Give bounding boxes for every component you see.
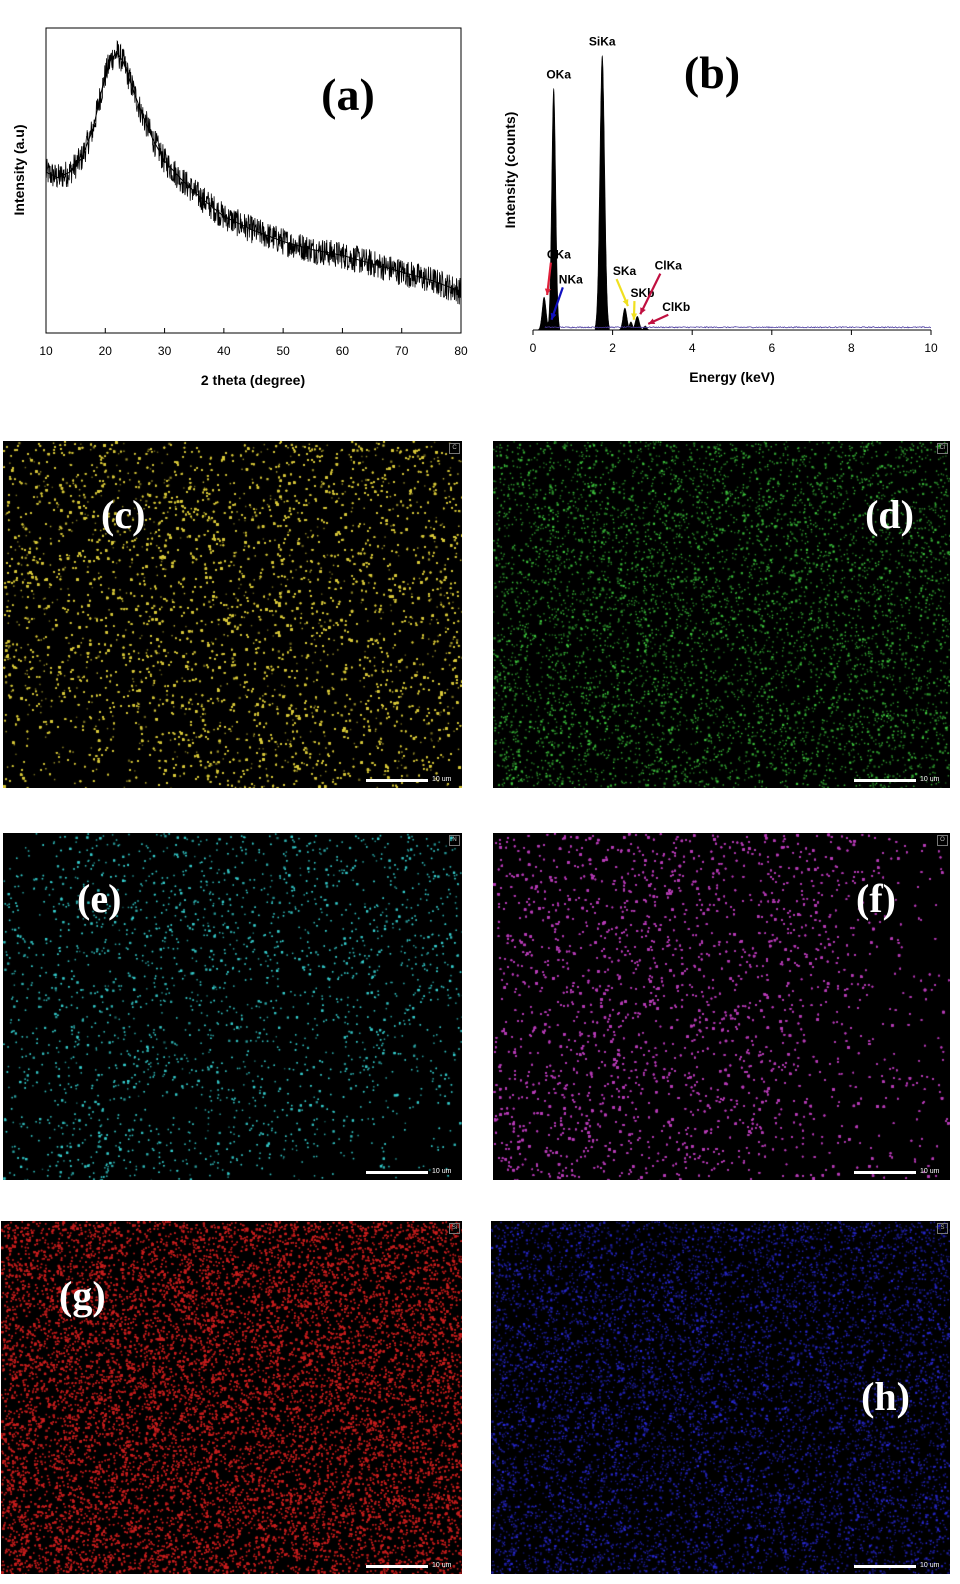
- scale-bar-label: 10 um: [920, 776, 940, 783]
- xrd-plot-frame: [45, 27, 462, 334]
- eds-peak-arrowhead: [550, 312, 557, 320]
- scale-bar-label: 10 um: [920, 1168, 940, 1175]
- element-tag: C: [449, 443, 460, 454]
- xrd-x-tick-label: 60: [336, 344, 350, 358]
- eds-x-tick-label: 6: [768, 341, 775, 355]
- xrd-x-tick-label: 20: [99, 344, 113, 358]
- scale-bar-label: 10 um: [920, 1562, 940, 1569]
- xrd-x-tick-label: 80: [454, 344, 468, 358]
- elemental-map-pixels: [3, 833, 462, 1180]
- eds-peak-label: OKa: [546, 67, 571, 81]
- eds-peak-label: NKa: [559, 272, 583, 286]
- element-tag: Cl: [937, 443, 948, 454]
- panel-label-a: (a): [321, 69, 375, 120]
- elemental-map-d: (d) 10 um Cl: [493, 441, 950, 788]
- eds-peak-oka: [547, 88, 560, 331]
- scale-bar: [366, 1171, 428, 1174]
- elemental-map-pixels: [491, 1221, 950, 1574]
- panel-label-e: (e): [77, 876, 122, 921]
- xrd-x-tick-label: 70: [395, 344, 409, 358]
- xrd-x-ticks: 10 20 30 40 50 60 70 80: [39, 328, 468, 358]
- eds-peak-arrowhead: [648, 318, 656, 325]
- panel-label-b: (b): [684, 47, 740, 98]
- scale-bar: [366, 1565, 428, 1568]
- eds-peak-label: SKa: [613, 264, 637, 278]
- elemental-map-pixels: [493, 441, 950, 788]
- elemental-map-e: (e) 10 um N: [3, 833, 462, 1180]
- xrd-x-tick-label: 40: [217, 344, 231, 358]
- element-tag: N: [449, 835, 460, 846]
- scale-bar-label: 10 um: [432, 1562, 452, 1569]
- eds-x-tick-label: 0: [530, 341, 537, 355]
- xrd-x-axis-label: 2 theta (degree): [201, 372, 305, 388]
- eds-x-tick-label: 2: [609, 341, 616, 355]
- eds-baseline-trace: [544, 326, 932, 329]
- xrd-curve: [45, 52, 462, 292]
- elemental-map-pixels: [493, 833, 950, 1180]
- xrd-noisy-trace: [45, 39, 462, 305]
- elemental-map-f: (f) 10 um O: [493, 833, 950, 1180]
- eds-peak-arrowhead: [631, 313, 638, 320]
- eds-y-axis-label: Intensity (counts): [502, 112, 518, 229]
- element-tag: S: [937, 1223, 948, 1234]
- eds-peak-label: SiKa: [589, 34, 616, 48]
- eds-x-tick-label: 10: [924, 341, 938, 355]
- panel-label-h: (h): [861, 1374, 910, 1419]
- elemental-map-c: (c) 10 um C: [3, 441, 462, 788]
- panel-label-f: (f): [856, 876, 896, 921]
- eds-x-ticks: 0 2 4 6 8 10: [530, 330, 938, 355]
- scale-bar-label: 10 um: [432, 1168, 452, 1175]
- eds-peak-clka: [631, 316, 644, 331]
- eds-peak-arrowhead: [640, 307, 646, 315]
- eds-peak-arrow: [639, 273, 662, 315]
- panel-label-c: (c): [101, 492, 146, 537]
- xrd-x-tick-label: 30: [158, 344, 172, 358]
- eds-peak-arrowhead: [622, 299, 629, 307]
- eds-peak-sika: [594, 55, 610, 331]
- xrd-series: [45, 39, 462, 305]
- elemental-map-h: (h) 10 um S: [491, 1221, 950, 1574]
- elemental-map-pixels: [3, 441, 462, 788]
- element-tag: Si: [449, 1223, 460, 1234]
- eds-peak-label: ClKa: [655, 259, 683, 273]
- element-tag: O: [937, 835, 948, 846]
- xrd-x-tick-label: 10: [39, 344, 53, 358]
- xrd-chart: 10 20 30 40 50 60 70 80 2 theta (degree) Intens…: [11, 27, 468, 388]
- xrd-y-axis-label: Intensity (a.u): [11, 124, 27, 215]
- scale-bar: [366, 779, 428, 782]
- eds-peak-label: CKa: [547, 248, 571, 262]
- elemental-map-pixels: [1, 1221, 462, 1574]
- xrd-x-tick-label: 50: [276, 344, 290, 358]
- scale-bar-label: 10 um: [432, 776, 452, 783]
- scale-bar: [854, 779, 916, 782]
- eds-peak-arrowhead: [544, 288, 551, 296]
- eds-x-axis-label: Energy (keV): [689, 369, 775, 385]
- eds-x-tick-label: 4: [689, 341, 696, 355]
- scale-bar: [854, 1171, 916, 1174]
- panel-label-d: (d): [865, 492, 914, 537]
- eds-peak-label: ClKb: [662, 300, 690, 314]
- panel-label-g: (g): [59, 1273, 106, 1318]
- elemental-map-g: (g) 10 um Si: [1, 1221, 462, 1574]
- eds-peak-clkb: [639, 325, 651, 331]
- scale-bar: [854, 1565, 916, 1568]
- eds-x-tick-label: 8: [848, 341, 855, 355]
